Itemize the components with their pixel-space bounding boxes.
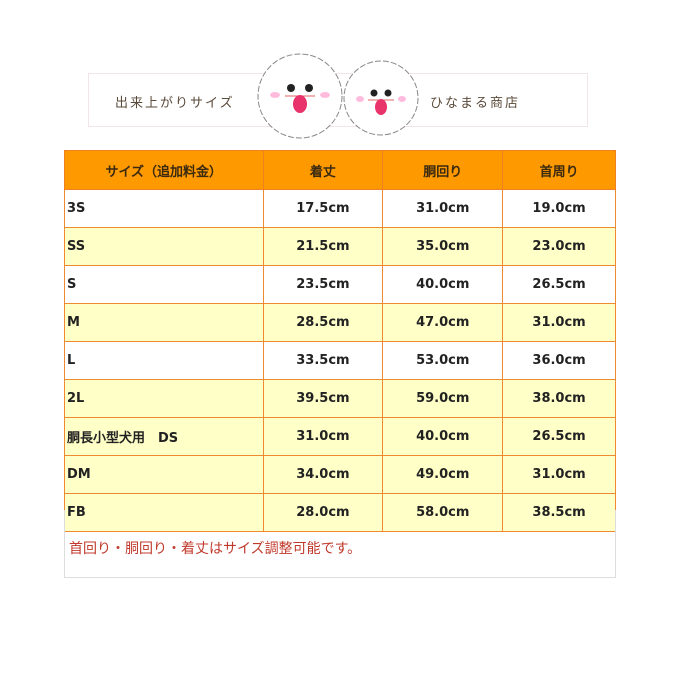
cell-waist: 47.0cm [382, 303, 504, 342]
table-row: 3S 17.5cm 31.0cm 19.0cm [64, 189, 616, 228]
header-size: サイズ（追加料金） [64, 150, 264, 190]
cell-length: 28.5cm [262, 303, 384, 342]
header-length: 着丈 [262, 150, 384, 190]
cell-neck: 26.5cm [502, 417, 616, 456]
table-row: S 23.5cm 40.0cm 26.5cm [64, 265, 616, 304]
cell-length: 39.5cm [262, 379, 384, 418]
cell-neck: 23.0cm [502, 227, 616, 266]
table-row: DM 34.0cm 49.0cm 31.0cm [64, 455, 616, 494]
cell-size: 胴長小型犬用 DS [64, 417, 264, 456]
cell-neck: 31.0cm [502, 455, 616, 494]
cell-size: 2L [64, 379, 264, 418]
cell-size: L [64, 341, 264, 380]
cell-size: S [64, 265, 264, 304]
cell-length: 34.0cm [262, 455, 384, 494]
table-row: 2L 39.5cm 59.0cm 38.0cm [64, 379, 616, 418]
cell-length: 23.5cm [262, 265, 384, 304]
shop-name: ひなまる商店 [430, 96, 521, 111]
table-row: FB 28.0cm 58.0cm 38.5cm [64, 493, 616, 532]
cell-waist: 35.0cm [382, 227, 504, 266]
cell-neck: 26.5cm [502, 265, 616, 304]
cell-waist: 59.0cm [382, 379, 504, 418]
header-neck: 首周り [502, 150, 616, 190]
cell-size: FB [64, 493, 264, 532]
cell-length: 17.5cm [262, 189, 384, 228]
cell-neck: 38.0cm [502, 379, 616, 418]
cell-neck: 38.5cm [502, 493, 616, 532]
cell-length: 28.0cm [262, 493, 384, 532]
cell-waist: 53.0cm [382, 341, 504, 380]
cell-waist: 49.0cm [382, 455, 504, 494]
cell-waist: 40.0cm [382, 265, 504, 304]
cell-neck: 31.0cm [502, 303, 616, 342]
cell-waist: 31.0cm [382, 189, 504, 228]
table-row: 胴長小型犬用 DS 31.0cm 40.0cm 26.5cm [64, 417, 616, 456]
cell-size: 3S [64, 189, 264, 228]
header-waist: 胴回り [382, 150, 504, 190]
table-row: L 33.5cm 53.0cm 36.0cm [64, 341, 616, 380]
table-row: M 28.5cm 47.0cm 31.0cm [64, 303, 616, 342]
cell-length: 33.5cm [262, 341, 384, 380]
cell-size: DM [64, 455, 264, 494]
mascot-face-icon [343, 60, 419, 136]
banner-title: 出来上がりサイズ [115, 96, 235, 111]
cell-neck: 19.0cm [502, 189, 616, 228]
cell-length: 31.0cm [262, 417, 384, 456]
banner [88, 73, 588, 127]
note-box: 首回り・胴回り・着丈はサイズ調整可能です。 [64, 510, 616, 578]
cell-waist: 40.0cm [382, 417, 504, 456]
adjustment-note: 首回り・胴回り・着丈はサイズ調整可能です。 [69, 541, 362, 557]
size-table: サイズ（追加料金） 着丈 胴回り 首周り 3S 17.5cm 31.0cm 19.0c… [64, 150, 616, 532]
mascot-face-icon [257, 53, 343, 139]
cell-size: SS [64, 227, 264, 266]
cell-length: 21.5cm [262, 227, 384, 266]
cell-size: M [64, 303, 264, 342]
table-row: SS 21.5cm 35.0cm 23.0cm [64, 227, 616, 266]
cell-neck: 36.0cm [502, 341, 616, 380]
cell-waist: 58.0cm [382, 493, 504, 532]
